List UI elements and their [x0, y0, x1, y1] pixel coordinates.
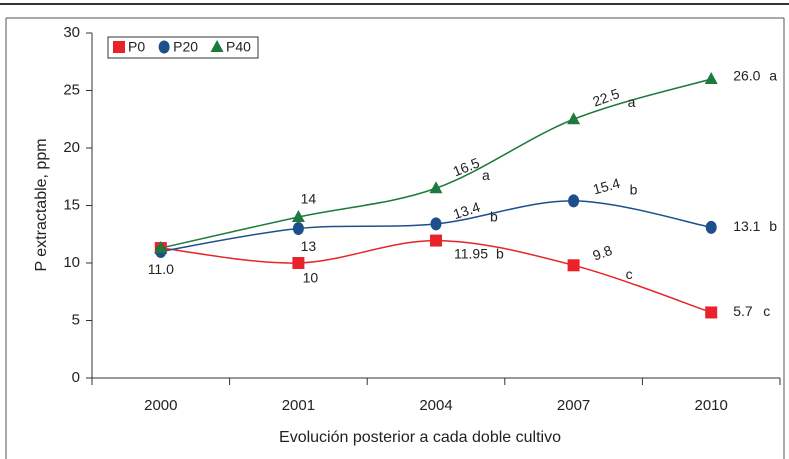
data-label: 13.1: [733, 218, 760, 234]
legend-box: [107, 36, 259, 59]
data-point: [704, 72, 718, 84]
data-label: 14: [301, 191, 317, 207]
legend-marker: [210, 40, 224, 52]
data-point: [567, 112, 581, 125]
y-tick-label: 0: [72, 369, 80, 386]
data-point: [292, 222, 304, 235]
data-label: 13: [301, 238, 317, 254]
data-label: 13.4: [451, 199, 482, 223]
data-point: [568, 194, 580, 208]
significance-letter: b: [490, 209, 498, 225]
data-label: 22.5: [590, 85, 621, 109]
significance-letter: a: [482, 167, 490, 183]
data-label: 11.95: [454, 245, 488, 261]
significance-letter: c: [763, 303, 770, 319]
data-label: 26.0: [733, 68, 760, 84]
data-point: [705, 306, 718, 319]
x-tick-label: 2000: [144, 397, 177, 414]
significance-letter: a: [628, 94, 636, 110]
x-tick-label: 2007: [557, 397, 590, 414]
legend-label: P20: [173, 39, 198, 55]
significance-letter: c: [626, 266, 633, 282]
data-label: 15.4: [591, 175, 622, 198]
data-label: 5.7: [733, 303, 753, 319]
data-point: [567, 259, 580, 272]
legend-label: P0: [128, 39, 145, 55]
data-point: [705, 220, 717, 234]
y-tick-label: 25: [63, 81, 80, 98]
y-axis-label: P extractable, ppm: [33, 138, 50, 271]
data-label: 9.8: [590, 242, 614, 264]
legend-marker: [113, 41, 125, 53]
significance-letter: b: [630, 182, 638, 198]
x-tick-label: 2001: [282, 397, 315, 414]
significance-letter: b: [769, 218, 777, 234]
x-tick-label: 2004: [419, 397, 452, 414]
data-point: [291, 210, 305, 222]
y-tick-label: 30: [63, 24, 80, 41]
x-tick-label: 2010: [695, 397, 728, 414]
significance-letter: a: [769, 68, 777, 84]
data-label: 10: [303, 270, 319, 286]
y-tick-label: 15: [63, 196, 80, 213]
data-label: 11.0: [148, 261, 174, 277]
legend-label: P40: [226, 39, 251, 55]
significance-letter: b: [496, 245, 504, 261]
x-axis-label: Evolución posterior a cada doble cultivo: [279, 429, 561, 446]
legend-marker: [158, 40, 170, 54]
y-tick-label: 5: [72, 311, 80, 328]
y-tick-label: 20: [63, 139, 80, 156]
data-point: [430, 234, 442, 247]
y-tick-label: 10: [63, 254, 80, 271]
data-point: [430, 217, 442, 231]
data-point: [429, 181, 443, 194]
data-point: [292, 257, 305, 269]
data-point: [154, 241, 168, 254]
